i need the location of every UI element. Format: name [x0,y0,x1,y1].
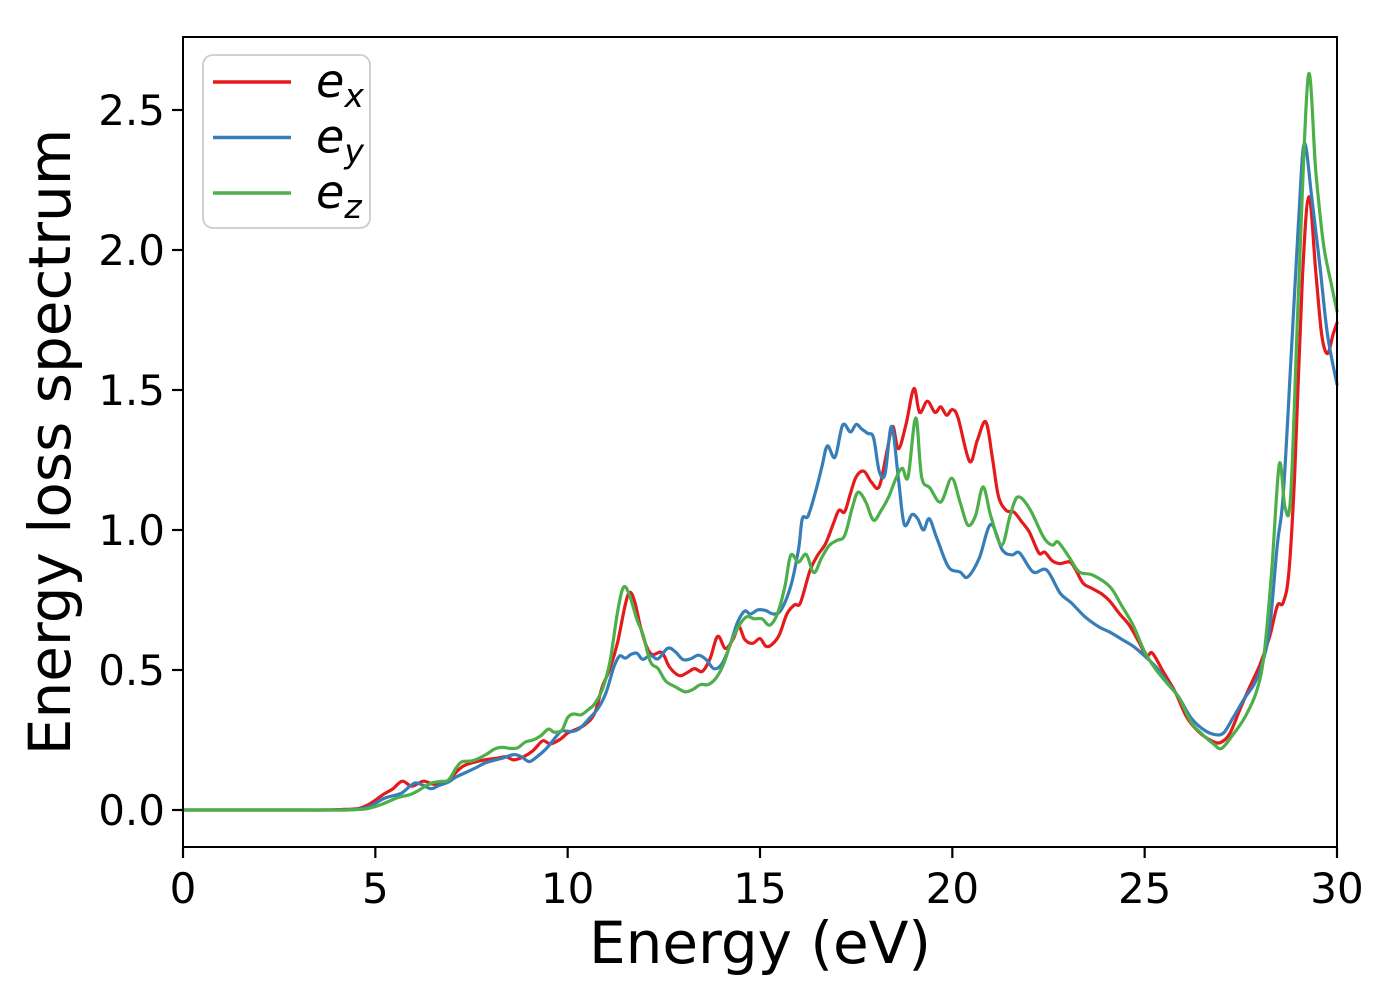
y-tick-label: 0.5 [98,646,165,695]
legend-label-sub: z [343,187,362,226]
legend-label-ez: ez [316,165,362,226]
legend-label-ex: ex [316,54,364,115]
legend-label-base: e [316,54,344,108]
y-tick-label: 1.5 [98,366,165,415]
legend-label-base: e [316,165,344,219]
legend-label-sub: y [343,132,364,171]
legend-label-ey: ey [316,110,364,171]
series-e_x-line [181,195,1339,812]
x-axis-label: Energy (eV) [589,909,931,977]
y-tick-label: 2.0 [98,226,165,275]
x-tick-label: 30 [1310,864,1363,913]
y-tick-label: 0.0 [98,786,165,835]
x-tick-label: 10 [541,864,594,913]
legend-label-sub: x [343,76,364,115]
x-tick-label: 25 [1118,864,1171,913]
y-tick-label: 1.0 [98,506,165,555]
x-tick-label: 5 [362,864,389,913]
legend-label-base: e [316,110,344,164]
series-e_z-line [181,71,1339,812]
y-axis-label: Energy loss spectrum [16,129,84,755]
x-tick-label: 20 [926,864,979,913]
x-tick-label: 0 [170,864,197,913]
x-tick-label: 15 [733,864,786,913]
y-tick-label: 2.5 [98,86,165,135]
legend-box [202,54,371,229]
series-e_y-line [181,141,1339,812]
